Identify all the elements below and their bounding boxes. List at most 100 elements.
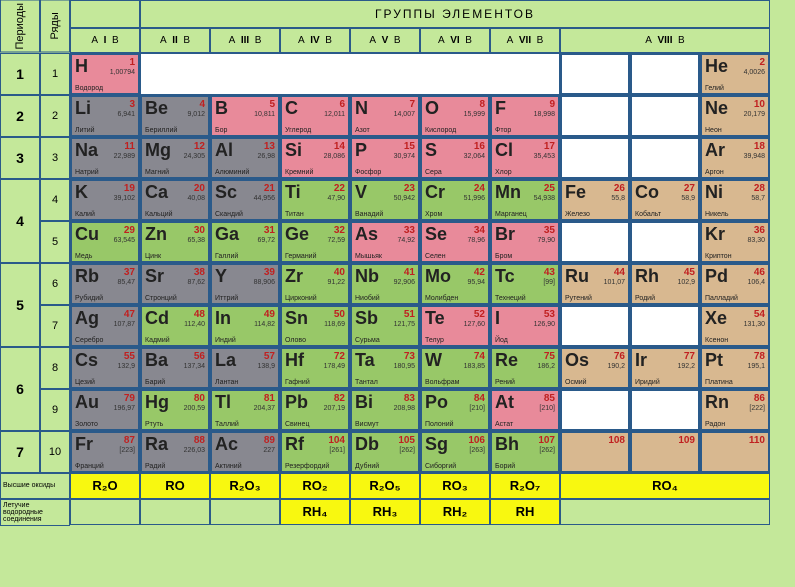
atomic-number: 109 [678, 435, 695, 446]
element-cell: As3374,92Мышьяк [350, 221, 420, 263]
atomic-number: 8 [479, 99, 485, 110]
atomic-number: 1 [129, 57, 135, 68]
atomic-mass: [262] [399, 447, 415, 454]
atomic-number: 11 [124, 141, 135, 152]
atomic-mass: 118,69 [324, 321, 345, 328]
oxide-1: RO [140, 473, 210, 499]
element-name: Титан [285, 211, 304, 218]
element-name: Бром [495, 253, 512, 260]
atomic-mass: 1,00794 [110, 69, 135, 76]
element-cell: Ar1839,948Аргон [700, 137, 770, 179]
row-9: 9 [40, 389, 70, 431]
element-name: Мышьяк [355, 253, 382, 260]
group8-triple: Kr3683,30Криптон [560, 221, 770, 263]
atomic-mass: 196,97 [114, 405, 135, 412]
element-name: Радий [145, 463, 165, 470]
element-name: Рубидий [75, 295, 103, 302]
atomic-mass: 102,9 [677, 279, 695, 286]
element-cell: B510,811Бор [210, 95, 280, 137]
element-name: Бор [215, 127, 227, 134]
atomic-number: 55 [124, 351, 135, 362]
atomic-mass: 195,1 [747, 363, 765, 370]
row-3: 3 [40, 137, 70, 179]
oxide-7: RO₄ [560, 473, 770, 499]
period-4: 4 [0, 179, 40, 263]
element-name: Неон [705, 127, 722, 134]
atomic-mass: 207,19 [324, 405, 345, 412]
atomic-mass: 131,30 [744, 321, 765, 328]
element-cell: Co2758,9Кобальт [630, 179, 700, 221]
atomic-number: 56 [194, 351, 205, 362]
atomic-number: 10 [754, 99, 765, 110]
element-name: Натрий [75, 169, 99, 176]
element-name: Тантал [355, 379, 378, 386]
element-cell: Cr2451,996Хром [420, 179, 490, 221]
atomic-mass: 58,9 [681, 195, 695, 202]
element-cell: Rb3785,47Рубидий [70, 263, 140, 305]
atomic-number: 78 [754, 351, 765, 362]
element-name: Кремний [285, 169, 313, 176]
atomic-mass: 126,90 [534, 321, 555, 328]
groups-title: ГРУППЫ ЭЛЕМЕНТОВ [140, 0, 770, 28]
atomic-mass: 178,49 [324, 363, 345, 370]
atomic-number: 81 [264, 393, 275, 404]
element-cell: Db105[262]Дубний [350, 431, 420, 473]
element-name: Дубний [355, 463, 379, 470]
element-cell: Hg80200,59Ртуть [140, 389, 210, 431]
atomic-number: 54 [754, 309, 765, 320]
element-cell: Pt78195,1Платина [700, 347, 770, 389]
element-cell: Ga3169,72Галлий [210, 221, 280, 263]
atomic-mass: 88,906 [254, 279, 275, 286]
element-cell: Xe54131,30Ксенон [700, 305, 770, 347]
atomic-number: 42 [474, 267, 485, 278]
element-cell: Bh107[262]Борий [490, 431, 560, 473]
atomic-mass: 39,948 [744, 153, 765, 160]
atomic-mass: 14,007 [394, 111, 415, 118]
atomic-number: 31 [264, 225, 275, 236]
row-1: 1 [40, 53, 70, 95]
element-name: Гафний [285, 379, 310, 386]
group8-triple: Ar1839,948Аргон [560, 137, 770, 179]
element-name: Алюминий [215, 169, 249, 176]
atomic-mass: 208,98 [394, 405, 415, 412]
element-name: Кальций [145, 211, 173, 218]
element-cell: At85[210]Астат [490, 389, 560, 431]
atomic-mass: 26,98 [257, 153, 275, 160]
element-cell: Ti2247,90Титан [280, 179, 350, 221]
element-name: Водород [75, 85, 103, 92]
element-name: Резерфордий [285, 463, 329, 470]
element-cell: Bi83208,98Висмут [350, 389, 420, 431]
atomic-mass: [261] [329, 447, 345, 454]
atomic-number: 86 [754, 393, 765, 404]
hydride-3: RH₄ [280, 499, 350, 525]
element-name: Рутений [565, 295, 592, 302]
element-name: Олово [285, 337, 306, 344]
element-name: Ниобий [355, 295, 380, 302]
element-cell: Ni2858,7Никель [700, 179, 770, 221]
element-name: Хлор [495, 169, 512, 176]
period-6: 6 [0, 347, 40, 431]
atomic-mass: 55,8 [611, 195, 625, 202]
atomic-mass: 51,996 [464, 195, 485, 202]
element-name: Фосфор [355, 169, 381, 176]
element-cell: Os76190,2Осмий [560, 347, 630, 389]
element-cell: Li36,941Литий [70, 95, 140, 137]
element-name: Полоний [425, 421, 454, 428]
group-header-III: А III В [210, 28, 280, 53]
element-name: Марганец [495, 211, 527, 218]
atomic-mass: 85,47 [117, 279, 135, 286]
atomic-number: 47 [124, 309, 135, 320]
atomic-mass: 69,72 [257, 237, 275, 244]
element-cell: Fr87[223]Франций [70, 431, 140, 473]
element-cell: Po84[210]Полоний [420, 389, 490, 431]
atomic-number: 35 [544, 225, 555, 236]
row-10: 10 [40, 431, 70, 473]
atomic-number: 88 [194, 435, 205, 446]
atomic-number: 52 [474, 309, 485, 320]
atomic-mass: 44,956 [254, 195, 275, 202]
atomic-mass: 24,305 [184, 153, 205, 160]
element-name: Радон [705, 421, 725, 428]
atomic-mass: 32,064 [464, 153, 485, 160]
element-cell: Mg1224,305Магний [140, 137, 210, 179]
atomic-number: 75 [544, 351, 555, 362]
